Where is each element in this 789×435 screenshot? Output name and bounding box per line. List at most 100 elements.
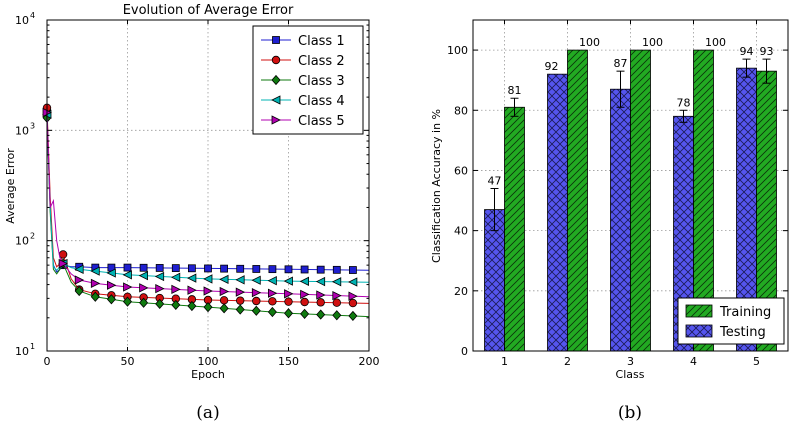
error-series-point: [155, 283, 165, 294]
error-chart-xtick-label: 200: [359, 355, 380, 368]
error-series-point: [122, 296, 133, 307]
error-legend-marker: [271, 55, 281, 65]
error-chart-ytick-exponent: 4: [30, 11, 35, 20]
error-series-point: [316, 290, 326, 300]
error-series-point: [90, 266, 100, 276]
error-chart-ylabel: Average Error: [4, 148, 17, 224]
error-series-point: [170, 272, 181, 282]
error-series-point: [187, 285, 197, 295]
error-series-point: [171, 264, 180, 273]
error-series-point: [171, 284, 181, 295]
error-series-point: [316, 298, 325, 307]
accuracy-data-label: 47: [488, 175, 502, 188]
error-legend-label: Class 5: [298, 114, 345, 129]
accuracy-bar-training: [567, 49, 588, 352]
error-chart-ytick-exponent: 3: [30, 121, 35, 130]
caption-a: (a): [196, 403, 219, 423]
error-series-point: [268, 297, 277, 306]
error-series-point: [122, 270, 132, 280]
error-series-point: [203, 301, 213, 313]
error-legend-marker: [271, 95, 281, 105]
error-chart-ytick-exponent: 1: [30, 342, 35, 351]
accuracy-legend-swatch: [685, 324, 713, 338]
error-series-point: [204, 264, 212, 273]
error-legend-marker: [272, 36, 280, 44]
error-series-line: [46, 110, 370, 273]
error-legend-label: Class 2: [298, 54, 345, 69]
accuracy-ytick-label: 100: [447, 44, 468, 57]
error-series-point: [300, 297, 309, 307]
error-series-point: [300, 308, 310, 319]
error-series-point: [90, 291, 100, 302]
accuracy-bar-training: [630, 49, 651, 352]
accuracy-chart-xlabel: Class: [616, 368, 645, 381]
error-series-point: [251, 275, 261, 285]
error-series-point: [316, 265, 325, 274]
error-series-point: [219, 274, 229, 285]
error-series-point: [283, 276, 293, 286]
error-series-point: [332, 265, 341, 274]
accuracy-data-label: 100: [642, 36, 663, 49]
error-series-point: [331, 277, 342, 287]
accuracy-xtick-label: 4: [690, 355, 697, 368]
accuracy-legend-label: Testing: [719, 325, 766, 340]
error-series-point: [235, 275, 245, 285]
error-chart-xtick-label: 150: [278, 355, 299, 368]
error-series-point: [58, 258, 68, 269]
error-series-point: [251, 305, 261, 316]
error-series-point: [252, 296, 261, 306]
error-series-4: [42, 109, 370, 287]
error-chart-ytick-label: 10: [15, 345, 29, 358]
error-series-point: [74, 264, 84, 274]
error-series-point: [187, 273, 197, 283]
error-series-point: [106, 268, 116, 278]
error-series-point: [107, 280, 117, 290]
error-chart-ytick-exponent: 2: [30, 232, 35, 241]
error-series-point: [348, 291, 358, 301]
error-series-point: [315, 276, 326, 287]
accuracy-ytick-label: 60: [454, 164, 468, 177]
error-legend-label: Class 1: [298, 34, 345, 49]
error-legend-label: Class 4: [298, 94, 345, 109]
error-series-point: [155, 298, 165, 309]
error-series-point: [332, 298, 341, 307]
error-series-point: [348, 310, 358, 322]
accuracy-ytick-label: 40: [454, 225, 468, 238]
error-series-point: [139, 283, 149, 293]
error-series-point: [219, 286, 229, 297]
accuracy-data-label: 78: [677, 96, 691, 109]
error-series-point: [219, 303, 229, 314]
error-series-point: [235, 304, 245, 315]
error-series-point: [348, 277, 358, 287]
error-series-point: [203, 286, 213, 296]
accuracy-chart: 47 92 87 78 94 81 100 100 100 93 0 20 40 60 80 100 1 2 3 4…: [430, 19, 789, 381]
accuracy-bar-testing: [610, 88, 631, 352]
error-chart-series: [42, 103, 370, 322]
accuracy-chart-ylabel: Classification Accuracy in %: [430, 109, 443, 263]
accuracy-chart-ticks: 0 20 40 60 80 100 1 2 3 4 5: [447, 20, 788, 368]
error-series-point: [236, 264, 245, 273]
accuracy-data-label: 100: [579, 36, 600, 49]
error-chart: Evolution of Average Error 0 50 100 150 200 1…: [4, 3, 380, 381]
error-series-point: [300, 265, 309, 274]
error-legend-label: Class 3: [298, 74, 345, 89]
accuracy-data-label: 93: [760, 45, 774, 58]
error-series-point: [299, 276, 310, 286]
error-series-point: [139, 263, 148, 272]
error-series-point: [348, 298, 358, 308]
accuracy-ytick-label: 20: [454, 285, 468, 298]
error-series-point: [74, 275, 85, 285]
accuracy-ytick-label: 0: [461, 345, 468, 358]
error-chart-xtick-label: 100: [198, 355, 219, 368]
error-series-point: [251, 288, 262, 298]
accuracy-bar-training: [504, 106, 525, 352]
error-series-point: [300, 289, 310, 300]
accuracy-xtick-label: 5: [753, 355, 760, 368]
error-series-point: [155, 264, 164, 272]
accuracy-data-label: 81: [508, 84, 522, 97]
error-chart-xlabel: Epoch: [191, 368, 225, 381]
error-series-point: [123, 263, 132, 272]
error-series-point: [284, 265, 293, 274]
